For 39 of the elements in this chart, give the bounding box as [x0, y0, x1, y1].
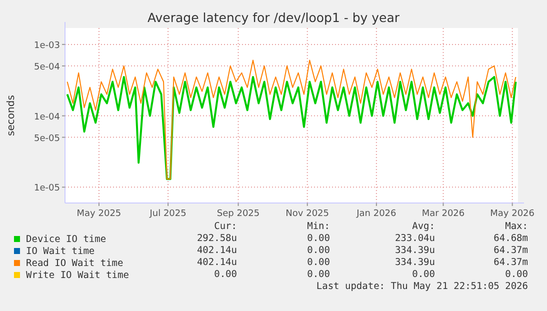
x-tick-label: Jul 2025: [148, 209, 186, 219]
x-tick-label: Nov 2025: [286, 209, 330, 219]
y-tick-label: 5e-04: [34, 62, 60, 72]
text: Avg:: [412, 221, 435, 232]
text: 0.00: [214, 269, 238, 280]
text: Min:: [307, 221, 330, 232]
text: Max:: [505, 221, 528, 232]
text: 64.68m: [494, 233, 528, 244]
text: 334.39u: [394, 245, 435, 256]
text: 64.37m: [494, 245, 528, 256]
chart-title: Average latency for /dev/loop1 - by year: [147, 10, 400, 25]
text: Cur:: [214, 221, 237, 232]
x-tick-label: Mar 2026: [422, 209, 465, 219]
legend-label: Device IO time: [26, 234, 106, 245]
y-tick-label: 1e-04: [34, 112, 60, 122]
text: 0.00: [307, 269, 330, 280]
y-axis-title: seconds: [6, 95, 17, 136]
text: 292.58u: [196, 233, 237, 244]
y-tick-label: 1e-05: [34, 184, 60, 194]
text: 0.00: [412, 269, 436, 280]
text: Last update: Thu May 21 22:51:05 2026: [316, 281, 528, 292]
text: 402.14u: [196, 257, 237, 268]
y-tick-label: 5e-05: [34, 134, 60, 144]
text: 0.00: [307, 233, 330, 244]
text: 0.00: [307, 257, 330, 268]
x-tick-label: May 2025: [76, 209, 122, 219]
y-tick-label: 1e-03: [34, 40, 60, 51]
text: 402.14u: [196, 245, 237, 256]
text: 0.00: [505, 269, 528, 280]
text: 64.37m: [494, 257, 528, 268]
x-tick-label: May 2026: [490, 209, 535, 219]
text: 233.04u: [394, 233, 435, 244]
legend-label: IO Wait time: [26, 246, 95, 257]
text: 334.39u: [394, 257, 435, 268]
x-tick-label: Sep 2025: [216, 209, 260, 219]
x-tick-label: Jan 2026: [356, 209, 397, 219]
legend-label: Read IO Wait time: [26, 258, 124, 269]
legend-label: Write IO Wait time: [26, 270, 130, 281]
text: 0.00: [307, 245, 330, 256]
